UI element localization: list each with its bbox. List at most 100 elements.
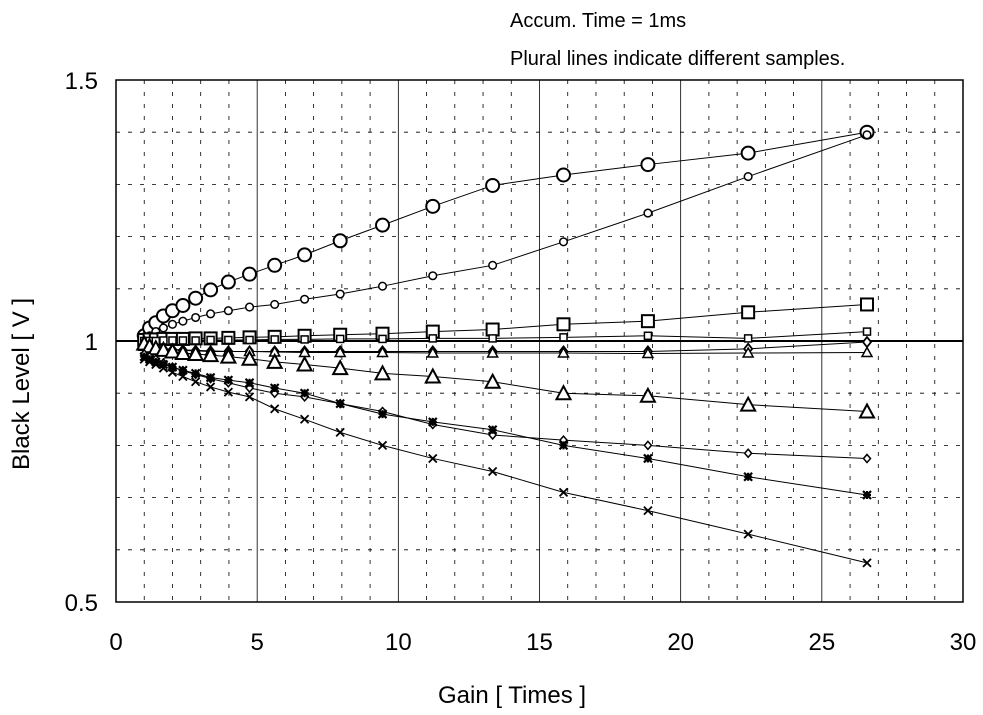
x-tick-label: 20: [667, 629, 694, 656]
data-point-circle-small: [244, 302, 255, 312]
x-tick-label: 0: [109, 629, 122, 656]
y-tick-label: 1: [85, 329, 98, 356]
data-point-triangle-large: [186, 344, 205, 362]
data-point-triangle-large: [201, 345, 220, 363]
data-point-circle-large: [242, 266, 258, 282]
data-point-cross-small: [151, 359, 161, 370]
data-point-cross-small: [178, 371, 188, 382]
data-point-cross-small: [190, 377, 201, 387]
data-point-circle-small: [558, 237, 569, 247]
data-point-triangle-large: [240, 349, 259, 366]
x-axis-label: Gain [ Times ]: [438, 682, 587, 709]
data-point-square-small: [191, 336, 200, 345]
data-point-cross-small: [643, 506, 653, 516]
data-point-cross-small: [270, 404, 280, 414]
data-point-triangle-large: [639, 386, 657, 403]
data-point-cross-small: [223, 387, 234, 397]
data-point-circle-small: [335, 289, 345, 299]
data-point-cross-bold: [862, 490, 872, 500]
data-point-circle-small: [167, 319, 178, 329]
data-point-cross-small: [428, 453, 438, 464]
data-point-diamond-small: [643, 440, 653, 451]
data-point-circle-small: [178, 316, 188, 326]
data-point-circle-small: [300, 294, 310, 304]
data-point-square-small: [178, 336, 188, 345]
data-point-square-large: [556, 317, 571, 332]
y-tick-label: 1.5: [65, 68, 98, 95]
data-point-triangle-small: [860, 345, 874, 358]
data-point-cross-small: [158, 363, 169, 373]
annotation-plural-lines: Plural lines indicate different samples.: [510, 48, 846, 70]
data-point-cross-small: [205, 382, 216, 392]
data-point-triangle-small: [486, 346, 499, 358]
x-tick-label: 10: [385, 629, 412, 656]
data-point-circle-large: [425, 198, 441, 214]
data-point-circle-large: [267, 257, 283, 273]
data-point-cross-small: [167, 367, 178, 377]
data-point-cross-bold: [269, 383, 280, 393]
data-point-cross-bold: [643, 453, 653, 464]
data-point-cross-small: [144, 357, 155, 367]
data-point-square-small: [245, 335, 254, 345]
data-point-circle-small: [223, 306, 233, 316]
data-point-square-small: [862, 327, 872, 336]
x-tick-label: 25: [808, 629, 835, 656]
data-point-cross-bold: [244, 377, 255, 388]
data-point-cross-bold: [205, 372, 216, 383]
data-point-triangle-large: [858, 402, 876, 419]
data-point-square-small: [643, 331, 653, 341]
data-point-cross-small: [377, 440, 388, 451]
data-point-square-small: [300, 335, 309, 344]
data-point-square-small: [488, 334, 497, 343]
data-point-square-small: [270, 335, 279, 344]
data-point-circle-large: [297, 247, 313, 263]
data-point-triangle-small: [741, 346, 755, 358]
data-point-circle-large: [375, 217, 391, 233]
data-point-triangle-large: [295, 355, 314, 372]
data-point-circle-small: [862, 130, 872, 140]
data-point-triangle-large: [424, 367, 442, 384]
data-point-circle-small: [158, 323, 168, 333]
data-point-triangle-small: [376, 345, 389, 358]
data-point-circle-large: [175, 298, 191, 314]
data-point-circle-large: [740, 145, 756, 161]
data-point-cross-small: [139, 354, 149, 364]
data-point-cross-bold: [190, 368, 201, 379]
data-point-triangle-large: [174, 343, 192, 361]
data-point-cross-bold: [558, 440, 569, 451]
data-point-cross-bold: [377, 409, 388, 419]
data-point-square-small: [335, 334, 345, 344]
data-point-cross-bold: [139, 351, 150, 362]
data-point-cross-small: [335, 427, 345, 437]
data-point-cross-small: [862, 558, 872, 568]
data-point-triangle-large: [219, 347, 238, 364]
data-point-circle-small: [206, 309, 216, 319]
data-point-diamond-small: [862, 453, 872, 464]
data-point-triangle-large: [331, 359, 349, 376]
data-point-triangle-small: [641, 346, 655, 359]
data-point-square-large: [640, 314, 655, 329]
data-point-cross-bold: [299, 388, 310, 398]
data-point-square-large: [485, 322, 500, 337]
data-point-circle-small: [428, 271, 438, 281]
data-point-triangle-large: [163, 342, 182, 359]
data-point-square-small: [224, 335, 233, 345]
data-point-circle-large: [485, 177, 501, 193]
data-point-triangle-small: [333, 345, 347, 358]
data-point-square-small: [206, 335, 215, 345]
data-point-circle-large: [188, 290, 204, 306]
data-point-cross-small: [244, 392, 255, 402]
data-point-circle-large: [220, 274, 236, 290]
data-point-circle-large: [555, 167, 571, 183]
x-tick-label: 15: [526, 629, 553, 656]
data-point-circle-small: [743, 172, 753, 182]
data-point-circle-large: [332, 233, 348, 249]
data-point-square-large: [741, 305, 756, 320]
data-point-cross-small: [299, 414, 310, 424]
data-point-cross-small: [743, 529, 753, 539]
data-point-square-small: [743, 334, 753, 343]
data-point-cross-small: [487, 466, 498, 477]
data-point-triangle-large: [265, 352, 284, 369]
data-point-triangle-large: [373, 364, 392, 381]
